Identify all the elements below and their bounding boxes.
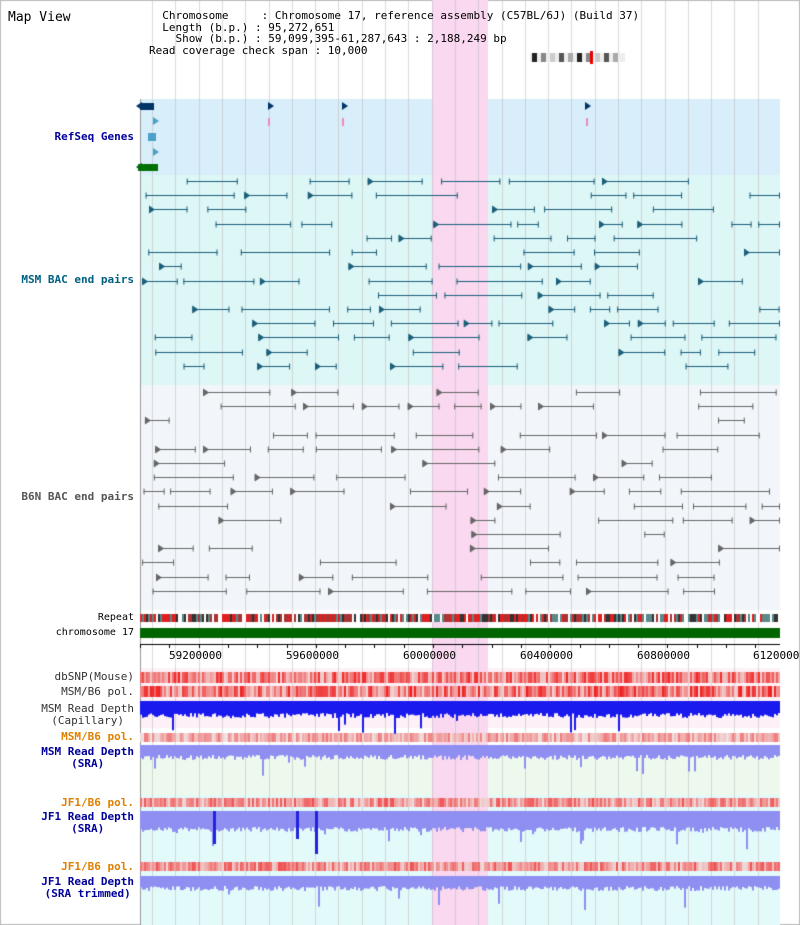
track-label-chromosome: chromosome 17: [55, 627, 134, 638]
chromosome-info: Chromosome : Chromosome 17, reference as…: [149, 10, 639, 56]
info-line-length: Length (b.p.) : 95,272,651: [149, 20, 335, 34]
track-label-msm-b6-pol-2: MSM/B6 pol.: [61, 730, 134, 743]
view-title: Map View: [8, 10, 71, 25]
axis-tick-label: 59200000: [169, 649, 222, 662]
track-label-repeat: Repeat: [97, 612, 134, 623]
track-label-b6n-bac[interactable]: B6N BAC end pairs: [21, 490, 134, 503]
track-label-refseq[interactable]: RefSeq Genes: [54, 130, 134, 143]
track-label-jf1-depth-trimmed: JF1 Read Depth (SRA trimmed): [41, 875, 134, 900]
axis-tick-label: 60800000: [637, 649, 690, 662]
track-label-jf1-b6-pol: JF1/B6 pol.: [61, 796, 134, 809]
info-line-show: Show (b.p.) : 59,099,395-61,287,643 : 2,…: [149, 32, 507, 45]
axis-tick-label: 59600000: [286, 649, 339, 662]
track-label-msm-b6-pol: MSM/B6 pol.: [61, 685, 134, 698]
track-label-msm-depth-sra: MSM Read Depth (SRA): [41, 745, 134, 770]
track-label-jf1-b6-pol-2: JF1/B6 pol.: [61, 860, 134, 873]
track-label-dbsnp: dbSNP(Mouse): [54, 670, 134, 683]
track-label-jf1-depth-sra: JF1 Read Depth (SRA): [41, 810, 134, 835]
track-label-msm-depth-capillary: MSM Read Depth (Capillary): [41, 702, 134, 727]
info-line-chromosome: Chromosome : Chromosome 17, reference as…: [149, 9, 640, 22]
axis-tick-label: 60000000: [403, 649, 456, 662]
axis-tick-label: 60400000: [520, 649, 573, 662]
track-label-msm-bac[interactable]: MSM BAC end pairs: [21, 273, 134, 286]
info-line-coverage: Read coverage check span : 10,000: [149, 43, 368, 57]
axis-tick-label: 61200000: [753, 649, 800, 662]
